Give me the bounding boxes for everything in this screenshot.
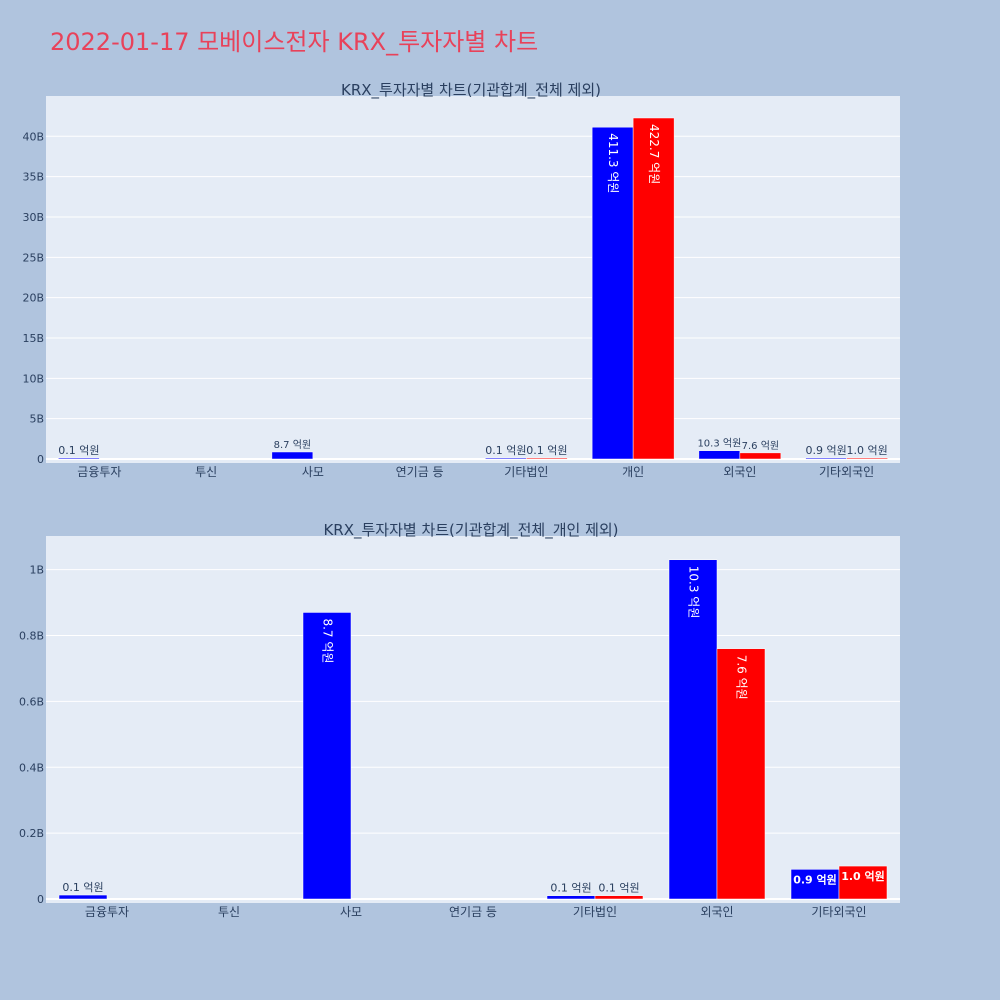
- bar-blue: [668, 559, 718, 900]
- data-label: 411.3 억원: [606, 133, 620, 193]
- data-label: 0.1 억원: [58, 444, 99, 457]
- data-label: 8.7 억원: [274, 439, 311, 451]
- x-tick-label: 사모: [340, 905, 362, 919]
- bar-blue: [58, 894, 108, 900]
- bar-blue: [485, 457, 527, 460]
- data-label: 10.3 억원: [687, 566, 701, 619]
- data-label: 10.3 억원: [697, 438, 741, 450]
- y-tick-label: 20B: [22, 292, 44, 305]
- data-label: 0.1 억원: [598, 882, 639, 895]
- bar-red: [739, 452, 782, 460]
- x-tick-label: 연기금 등: [449, 905, 497, 919]
- x-tick-label: 투신: [218, 905, 240, 919]
- data-label: 0.1 억원: [485, 444, 526, 457]
- y-tick-label: 40B: [22, 130, 44, 143]
- x-tick-label: 외국인: [723, 465, 756, 479]
- y-tick-label: 15B: [22, 332, 44, 345]
- bar-red: [716, 648, 766, 900]
- bar-blue: [790, 869, 840, 900]
- data-label: 7.6 억원: [742, 440, 779, 452]
- x-tick-label: 투신: [195, 465, 217, 479]
- data-label: 1.0 억원: [841, 869, 885, 883]
- x-tick-label: 기타외국인: [811, 905, 866, 919]
- bar-blue: [302, 612, 352, 900]
- data-label: 0.9 억원: [806, 444, 847, 457]
- y-tick-label: 5B: [29, 413, 44, 426]
- bar-blue: [58, 457, 100, 460]
- data-label: 422.7 억원: [647, 124, 661, 184]
- y-tick-label: 0.2B: [19, 827, 44, 840]
- data-label: 0.1 억원: [526, 444, 567, 457]
- chart-title-2: KRX_투자자별 차트(기관합계_전체_개인 제외): [323, 521, 618, 540]
- bar-red: [632, 117, 675, 460]
- data-label: 1.0 억원: [847, 444, 888, 457]
- chart-title-1: KRX_투자자별 차트(기관합계_전체 제외): [341, 81, 601, 100]
- data-label: 0.1 억원: [550, 882, 591, 895]
- x-tick-label: 금융투자: [85, 905, 129, 919]
- bar-blue: [805, 457, 847, 460]
- y-tick-label: 1B: [29, 564, 44, 577]
- plot-area-1: [46, 96, 900, 463]
- bar-blue: [698, 450, 741, 460]
- data-label: 0.9 억원: [793, 872, 837, 886]
- x-tick-label: 금융투자: [77, 465, 121, 479]
- bar-red: [838, 865, 888, 900]
- bar-red: [526, 457, 568, 460]
- bar-blue: [546, 895, 596, 900]
- y-tick-label: 0.4B: [19, 761, 44, 774]
- x-tick-label: 기타법인: [504, 465, 548, 479]
- plot-area-2: [46, 536, 900, 903]
- bar-blue: [271, 451, 314, 460]
- x-tick-label: 기타외국인: [819, 465, 874, 479]
- page-title: 2022-01-17 모베이스전자 KRX_투자자별 차트: [50, 28, 539, 56]
- bar-blue: [591, 126, 634, 460]
- data-label: 8.7 억원: [321, 618, 335, 663]
- x-tick-label: 외국인: [700, 905, 733, 919]
- bar-red: [594, 895, 644, 900]
- data-label: 0.1 억원: [62, 881, 103, 894]
- y-tick-label: 0: [37, 893, 44, 906]
- x-tick-label: 사모: [302, 465, 324, 479]
- data-label: 7.6 억원: [735, 655, 749, 700]
- x-tick-label: 개인: [622, 465, 644, 479]
- x-tick-label: 기타법인: [573, 905, 617, 919]
- y-tick-label: 30B: [22, 211, 44, 224]
- y-tick-label: 10B: [22, 372, 44, 385]
- y-tick-label: 0.8B: [19, 630, 44, 643]
- y-tick-label: 35B: [22, 171, 44, 184]
- y-tick-label: 0: [37, 453, 44, 466]
- x-tick-label: 연기금 등: [396, 465, 444, 479]
- bar-red: [846, 457, 888, 460]
- y-tick-label: 0.6B: [19, 695, 44, 708]
- y-tick-label: 25B: [22, 251, 44, 264]
